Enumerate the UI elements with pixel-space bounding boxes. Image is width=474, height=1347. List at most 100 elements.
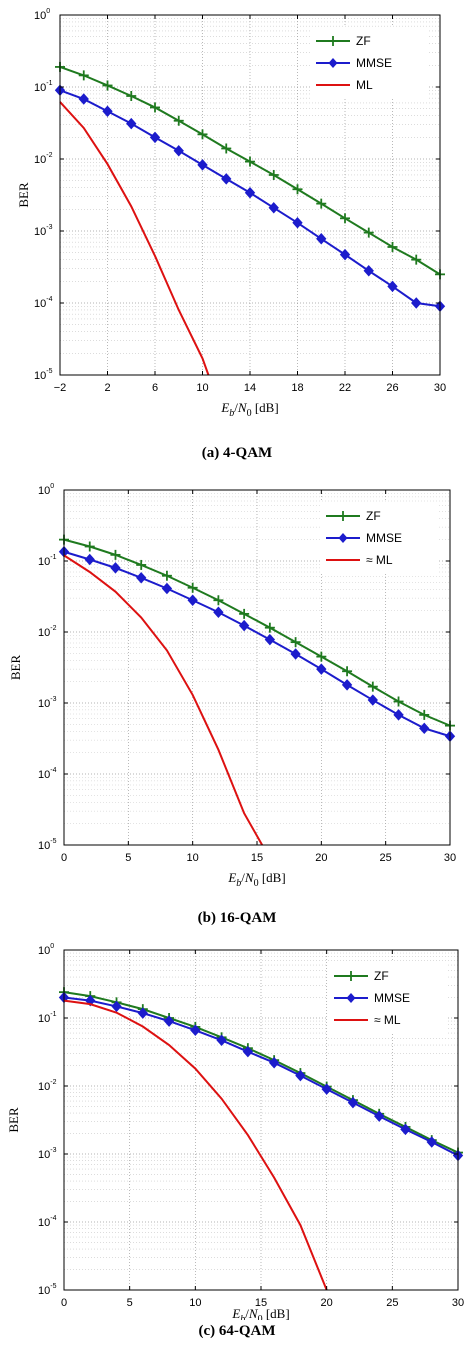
data-point	[264, 633, 276, 646]
legend-label: ZF	[366, 509, 381, 523]
legend-label: MMSE	[356, 56, 392, 70]
x-tick-label: 0	[61, 852, 67, 864]
series-line	[63, 999, 328, 1291]
data-point	[367, 681, 378, 692]
data-point	[149, 131, 161, 144]
data-point	[161, 582, 173, 595]
x-tick-label: 20	[315, 852, 327, 864]
data-point	[244, 186, 256, 199]
x-tick-label: 0	[61, 1297, 67, 1309]
data-point	[347, 1096, 359, 1109]
data-point	[419, 722, 430, 735]
y-tick-label: 10-3	[34, 224, 53, 238]
data-point	[426, 1136, 437, 1148]
chart-4qam: −2 2 6 10 14 18 22 26 3010-510-410-310-210-1100E…	[16, 8, 446, 419]
data-point	[161, 570, 172, 581]
x-tick-label: 10	[187, 852, 199, 864]
data-point	[316, 233, 327, 245]
y-axis-label: BER	[16, 182, 31, 208]
y-tick-label: 10-2	[38, 1079, 57, 1093]
x-tick-label: 6	[152, 382, 158, 394]
data-point	[137, 1007, 148, 1019]
data-point	[84, 553, 95, 566]
chart-caption: (c) 64-QAM	[198, 1323, 276, 1339]
x-tick-label: 20	[321, 1297, 333, 1309]
y-tick-label: 10-4	[38, 1215, 57, 1229]
x-tick-label: 2	[104, 382, 110, 394]
data-point	[78, 70, 89, 81]
data-point	[213, 606, 224, 618]
y-axis-label: BER	[8, 655, 23, 681]
data-point	[238, 619, 250, 632]
legend-label: ML	[356, 78, 373, 92]
y-tick-label: 10-5	[34, 368, 53, 382]
chart-panel-64qam: 0 5 10 15 20 25 30 10-5 10-4 10-3 10-2 10-1 100 Eb/N0…	[0, 935, 474, 1347]
data-point	[190, 1024, 201, 1037]
data-point	[264, 622, 275, 633]
data-point	[110, 549, 121, 560]
x-tick-label: 10	[196, 382, 208, 394]
y-tick-label: 10-4	[34, 296, 53, 310]
x-tick-label: 5	[127, 1297, 133, 1309]
x-axis-label: Eb/N0 [dB]	[231, 1306, 289, 1320]
x-tick-label: 18	[291, 382, 303, 394]
x-tick-label: 15	[255, 1297, 267, 1309]
x-tick-label: 30	[452, 1297, 464, 1309]
data-point	[245, 156, 255, 167]
data-point	[126, 90, 137, 101]
data-point	[363, 227, 374, 238]
data-point	[213, 595, 224, 606]
chart-64qam: 0 5 10 15 20 25 30 10-5 10-4 10-3 10-2 10-1 100 Eb/N0…	[6, 943, 464, 1320]
data-point	[102, 105, 113, 118]
y-tick-label: 10-3	[38, 1147, 57, 1161]
data-point	[400, 1123, 411, 1136]
data-point	[173, 115, 184, 126]
data-point	[342, 666, 353, 677]
legend-marker	[328, 58, 338, 68]
y-tick-label: 10-4	[38, 767, 57, 781]
data-point	[411, 254, 422, 265]
chart-caption: (b) 16-QAM	[197, 910, 277, 926]
series-line	[63, 554, 264, 846]
y-tick-label: 10-1	[38, 554, 57, 568]
data-point	[111, 1000, 122, 1013]
data-point	[341, 679, 353, 691]
series-line	[63, 991, 459, 1154]
y-tick-label: 100	[38, 483, 54, 497]
series-line	[63, 538, 451, 727]
y-tick-label: 10-1	[34, 80, 53, 94]
data-point	[316, 651, 327, 662]
data-point	[387, 241, 398, 252]
data-point	[367, 694, 378, 706]
data-point	[316, 198, 327, 209]
data-point	[340, 213, 350, 224]
legend-marker	[346, 993, 356, 1003]
x-tick-label: 30	[444, 852, 456, 864]
data-point	[216, 1034, 227, 1047]
chart-caption: (a) 4-QAM	[201, 445, 273, 461]
x-tick-label: 10	[189, 1297, 201, 1309]
data-point	[197, 129, 208, 140]
chart-16qam: 0 5 10 15 20 25 30 10-5 10-4 10-3 10-2 10-1 100 Eb/N0…	[8, 483, 456, 889]
data-point	[110, 562, 121, 574]
chart-panel-16qam: 0 5 10 15 20 25 30 10-5 10-4 10-3 10-2 10-1 100 Eb/N0…	[0, 470, 474, 935]
x-tick-label: 25	[380, 852, 392, 864]
legend-label: ZF	[374, 969, 389, 983]
data-point	[163, 1015, 175, 1027]
data-point	[290, 648, 301, 660]
data-point	[321, 1083, 332, 1095]
y-tick-label: 10-2	[38, 625, 57, 639]
data-point	[316, 663, 327, 675]
chart-panel-4qam: −2 2 6 10 14 18 22 26 30 10-5 10-4 10-3 10-2 10-1 100 E…	[0, 0, 474, 470]
data-point	[197, 159, 208, 171]
data-point	[242, 1045, 254, 1058]
y-tick-label: 100	[38, 943, 54, 957]
data-point	[295, 1069, 306, 1082]
data-point	[239, 608, 250, 619]
x-tick-label: 14	[244, 382, 256, 394]
x-tick-label: 30	[434, 382, 446, 394]
x-tick-label: 25	[386, 1297, 398, 1309]
data-point	[221, 173, 232, 185]
y-tick-label: 100	[34, 8, 50, 22]
y-tick-label: 10-1	[38, 1011, 57, 1025]
